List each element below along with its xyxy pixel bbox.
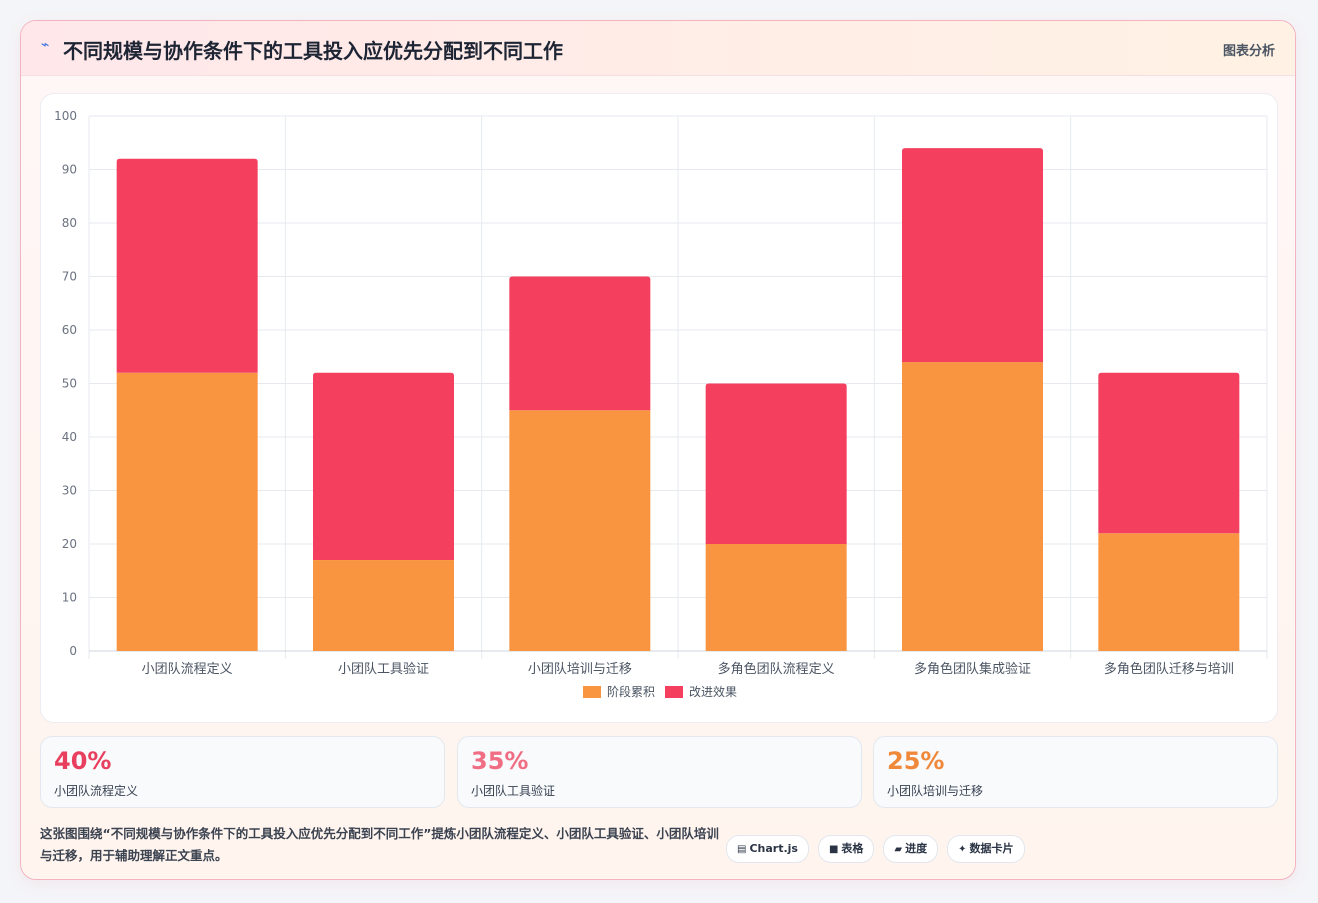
kpi-card-2: 35% 小团队工具验证: [457, 736, 862, 808]
bar-segment-stage: [1098, 533, 1240, 651]
y-tick-label: 0: [69, 644, 77, 658]
bar-segment-effect: [902, 148, 1043, 363]
legend-label: 改进效果: [689, 684, 737, 699]
chart-icon: ▤: [737, 844, 747, 855]
x-tick-label: 小团队培训与迁移: [528, 661, 632, 677]
bar-segment-stage: [902, 362, 1043, 651]
kpi-label: 小团队工具验证: [471, 784, 556, 798]
chart-panel: 0 10 20 30 40 50 60 70 80 90 100 小团队流程定义 小团队工具验证 小团队培…: [40, 93, 1278, 723]
chip-data-card[interactable]: ✦ 数据卡片: [947, 835, 1025, 863]
chip-label: 数据卡片: [969, 842, 1014, 855]
y-tick-label: 20: [62, 537, 77, 551]
bar-segment-stage: [705, 544, 847, 651]
y-tick-label: 60: [62, 323, 77, 337]
kpi-label: 小团队流程定义: [54, 784, 139, 798]
chip-label: 表格: [841, 842, 864, 855]
kpi-value: 35%: [471, 747, 529, 775]
legend-label: 阶段累积: [607, 684, 655, 699]
chip-chartjs[interactable]: ▤ Chart.js: [726, 835, 809, 863]
y-tick-label: 30: [62, 484, 77, 498]
bar-segment-effect: [1098, 372, 1240, 534]
chart-analysis-tag: 图表分析: [1222, 44, 1275, 59]
kpi-card-3: 25% 小团队培训与迁移: [873, 736, 1278, 808]
x-tick-label: 小团队流程定义: [142, 662, 233, 677]
bar-segment-stage: [509, 410, 651, 651]
progress-icon: ▰: [894, 844, 903, 855]
y-tick-label: 70: [62, 270, 77, 284]
bar-segment-effect: [705, 383, 847, 544]
chart-description: 这张图围绕“不同规模与协作条件下的工具投入应优先分配到不同工作”提炼小团队流程定…: [40, 826, 719, 863]
sparkle-icon: ✦: [958, 844, 967, 855]
kpi-value: 40%: [54, 747, 112, 775]
tool-chips: ▤ Chart.js ■ 表格 ▰ 进度 ✦ 数据卡片: [726, 835, 1025, 863]
kpi-value: 25%: [887, 747, 945, 775]
card-header: ⌁ 不同规模与协作条件下的工具投入应优先分配到不同工作 图表分析: [21, 21, 1295, 76]
x-tick-label: 多角色团队迁移与培训: [1104, 661, 1234, 677]
chart-card: ⌁ 不同规模与协作条件下的工具投入应优先分配到不同工作 图表分析 0 10 20 30…: [20, 20, 1296, 880]
kpi-card-1: 40% 小团队流程定义: [40, 736, 445, 808]
chart-title: 不同规模与协作条件下的工具投入应优先分配到不同工作: [63, 39, 563, 63]
chip-progress[interactable]: ▰ 进度: [883, 835, 939, 863]
kpi-label: 小团队培训与迁移: [887, 784, 984, 798]
x-tick-label: 多角色团队流程定义: [718, 661, 835, 677]
y-tick-label: 90: [62, 163, 77, 177]
y-tick-label: 80: [62, 216, 77, 230]
y-tick-label: 40: [62, 430, 77, 444]
legend-swatch: [665, 686, 683, 698]
legend-swatch: [583, 686, 601, 698]
y-tick-label: 50: [62, 377, 77, 391]
chip-label: 进度: [905, 842, 928, 855]
bar-segment-effect: [313, 372, 454, 561]
x-tick-label: 小团队工具验证: [338, 661, 429, 677]
chip-table[interactable]: ■ 表格: [817, 835, 875, 863]
bar-segment-stage: [116, 372, 258, 651]
y-tick-label: 10: [62, 591, 77, 605]
y-tick-label: 100: [54, 109, 77, 123]
chip-label: Chart.js: [749, 842, 798, 855]
bar-segment-stage: [313, 560, 454, 651]
stacked-bar-chart: 0 10 20 30 40 50 60 70 80 90 100 小团队流程定义 小团队工具验证 小团队培…: [54, 109, 1268, 699]
bar-segment-effect: [509, 276, 651, 411]
bolt-icon: ⌁: [41, 37, 50, 53]
bar-segment-effect: [116, 158, 258, 373]
table-icon: ■: [828, 844, 839, 855]
x-tick-label: 多角色团队集成验证: [914, 661, 1031, 677]
